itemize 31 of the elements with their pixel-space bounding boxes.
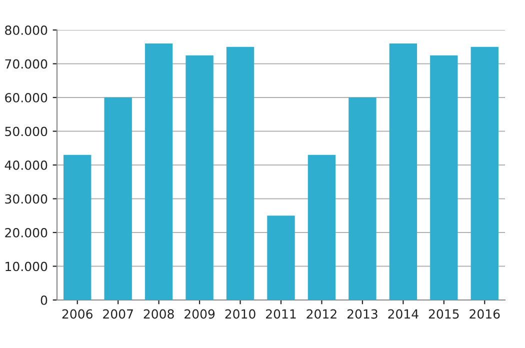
y-tick-label: 50.000	[5, 126, 48, 136]
y-tick-label: 20.000	[5, 228, 48, 238]
bar	[430, 55, 458, 300]
bar	[389, 44, 418, 300]
bar	[470, 46, 498, 300]
x-tick-label: 2011	[266, 309, 296, 319]
y-tick-label: 0	[40, 295, 48, 305]
y-tick-label: 30.000	[5, 194, 48, 204]
x-tick-label: 2008	[144, 309, 174, 319]
bar	[104, 98, 132, 300]
x-tick-label: 2016	[470, 309, 500, 319]
bar	[144, 44, 173, 300]
y-tick-label: 80.000	[5, 25, 48, 35]
y-tick-label: 10.000	[6, 262, 48, 272]
bar	[64, 154, 92, 300]
x-tick-label: 2012	[306, 309, 336, 319]
x-tick-label: 2010	[225, 309, 256, 319]
bar	[308, 154, 336, 300]
x-tick-label: 2014	[388, 309, 418, 319]
y-tick-label: 40.000	[4, 160, 48, 170]
bar	[348, 98, 376, 300]
bar	[186, 55, 214, 300]
bar	[226, 46, 254, 300]
x-tick-label: 2015	[428, 309, 459, 319]
y-tick-label: 70.000	[5, 59, 48, 69]
x-tick-label: 2013	[347, 309, 378, 319]
x-tick-label: 2009	[184, 309, 215, 319]
x-tick-label: 2006	[62, 309, 92, 319]
y-tick-label: 60.000	[5, 92, 48, 102]
x-tick-label: 2007	[103, 309, 133, 319]
bar	[267, 216, 295, 300]
